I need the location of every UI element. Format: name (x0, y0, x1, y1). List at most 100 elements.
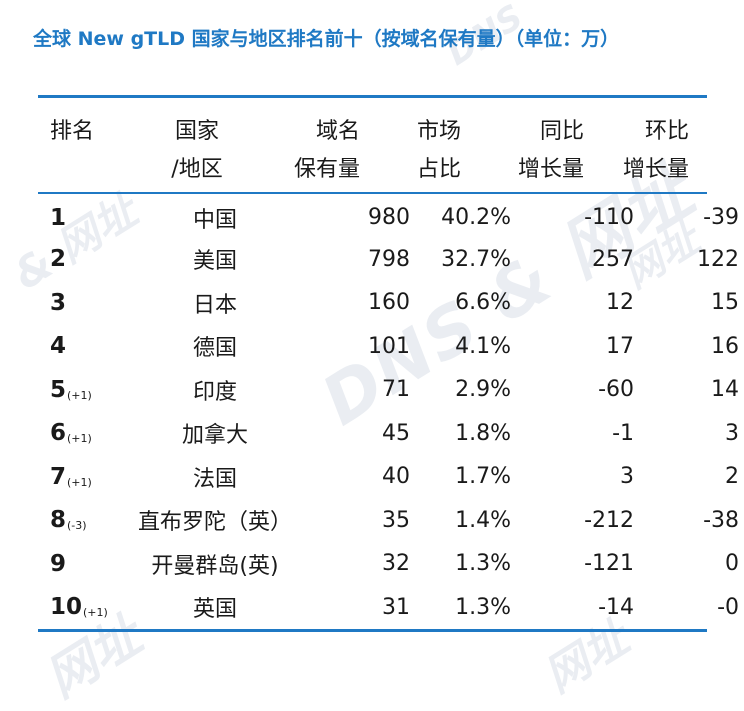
cell-rank: 1 (38, 194, 130, 238)
cell-rank: 9 (38, 542, 130, 586)
cell-share: 1.3% (455, 551, 511, 577)
cell-holdings: 798 (368, 246, 410, 272)
cell-rank: 3 (38, 281, 130, 325)
cell-share: 6.6% (455, 290, 511, 316)
cell-rank: 7(+1) (38, 455, 130, 499)
cell-share: 2.9% (455, 377, 511, 403)
header-share-line1: 市场 (416, 119, 461, 144)
cell-rank: 4 (38, 325, 130, 369)
cell-qoq: 14 (711, 377, 739, 403)
rank-change: (+1) (67, 432, 92, 446)
cell-country: 日本 (192, 292, 237, 318)
cell-qoq: 3 (725, 420, 739, 446)
table-row: 2 美国 798 32.7% 257 122 (38, 238, 744, 282)
rank-number: 4 (50, 333, 67, 360)
header-rank: 排名 (50, 119, 95, 144)
rank-number: 3 (50, 289, 67, 316)
ranking-table-container: 排名 国家 域名 市场 同比 环比 /地区 保有量 占比 增长量 增长量 1 中国… (38, 95, 739, 632)
cell-country: 加拿大 (181, 423, 248, 449)
cell-yoy: -60 (598, 377, 634, 403)
ranking-table: 排名 国家 域名 市场 同比 环比 /地区 保有量 占比 增长量 增长量 (38, 98, 707, 192)
cell-country: 印度 (192, 379, 237, 405)
cell-qoq: 15 (711, 290, 739, 316)
table-body: 1 中国 980 40.2% -110 -39 2 美国 798 32.7% 257 122 3 日本 16… (38, 194, 744, 629)
cell-yoy: 3 (620, 464, 634, 490)
cell-country: 中国 (192, 207, 237, 233)
header-holdings-line1: 域名 (315, 119, 360, 144)
cell-holdings: 160 (368, 290, 410, 316)
header-yoy-line1: 同比 (539, 119, 584, 144)
cell-rank: 6(+1) (38, 412, 130, 456)
cell-rank: 8(-3) (38, 499, 130, 543)
table-row: 4 德国 101 4.1% 17 16 (38, 325, 744, 369)
rank-number: 10 (50, 594, 83, 621)
cell-yoy: -121 (584, 551, 634, 577)
cell-holdings: 980 (368, 205, 410, 231)
cell-holdings: 35 (382, 507, 410, 533)
cell-holdings: 32 (382, 551, 410, 577)
cell-holdings: 45 (382, 420, 410, 446)
cell-qoq: 2 (725, 464, 739, 490)
cell-qoq: 0 (725, 551, 739, 577)
cell-qoq: 122 (697, 246, 739, 272)
cell-share: 40.2% (441, 205, 511, 231)
cell-share: 1.8% (455, 420, 511, 446)
cell-country: 德国 (192, 336, 237, 362)
cell-holdings: 40 (382, 464, 410, 490)
header-row-1: 排名 国家 域名 市场 同比 环比 (38, 98, 707, 148)
cell-yoy: -110 (584, 205, 634, 231)
ranking-table-body: 1 中国 980 40.2% -110 -39 2 美国 798 32.7% 257 122 3 日本 16… (38, 194, 744, 629)
rank-number: 5 (50, 376, 67, 403)
cell-holdings: 71 (382, 377, 410, 403)
cell-qoq: -38 (703, 507, 739, 533)
rank-number: 7 (50, 463, 67, 490)
header-rank-blank (38, 148, 144, 192)
rank-change: (+1) (67, 388, 92, 402)
cell-rank: 2 (38, 238, 130, 282)
rank-number: 6 (50, 420, 67, 447)
rank-number: 8 (50, 507, 67, 534)
table-row: 10(+1) 英国 31 1.3% -14 -0 (38, 586, 744, 630)
cell-holdings: 31 (382, 594, 410, 620)
cell-country: 美国 (192, 249, 237, 275)
header-country-line1: 国家 (174, 119, 219, 144)
table-header-rule (38, 192, 707, 194)
cell-rank: 10(+1) (38, 586, 130, 630)
page-title: 全球 New gTLD 国家与地区排名前十（按域名保有量）（单位：万） (33, 28, 620, 50)
rank-change: (+1) (83, 606, 108, 620)
table-header: 排名 国家 域名 市场 同比 环比 /地区 保有量 占比 增长量 增长量 (38, 98, 707, 192)
cell-country: 英国 (192, 597, 237, 623)
table-row: 3 日本 160 6.6% 12 15 (38, 281, 744, 325)
table-row: 9 开曼群岛(英) 32 1.3% -121 0 (38, 542, 744, 586)
rank-number: 1 (50, 204, 67, 231)
cell-qoq: 16 (711, 333, 739, 359)
table-row: 7(+1) 法国 40 1.7% 3 2 (38, 455, 744, 499)
cell-country: 直布罗陀（英） (137, 510, 292, 536)
header-qoq-line2: 增长量 (622, 157, 689, 182)
cell-yoy: -212 (584, 507, 634, 533)
rank-number: 2 (50, 246, 67, 273)
cell-yoy: 12 (606, 290, 634, 316)
cell-share: 32.7% (441, 246, 511, 272)
cell-country: 开曼群岛(英) (151, 553, 279, 579)
cell-share: 4.1% (455, 333, 511, 359)
table-row: 5(+1) 印度 71 2.9% -60 14 (38, 368, 744, 412)
cell-rank: 5(+1) (38, 368, 130, 412)
rank-change: (-3) (67, 519, 87, 533)
cell-yoy: 17 (606, 333, 634, 359)
header-share-line2: 占比 (416, 157, 461, 182)
cell-qoq: -0 (717, 594, 739, 620)
header-row-2: /地区 保有量 占比 增长量 增长量 (38, 148, 707, 192)
header-holdings-line2: 保有量 (293, 157, 360, 182)
cell-country: 法国 (192, 466, 237, 492)
cell-qoq: -39 (703, 205, 739, 231)
cell-share: 1.4% (455, 507, 511, 533)
table-row: 1 中国 980 40.2% -110 -39 (38, 194, 744, 238)
header-qoq-line1: 环比 (644, 119, 689, 144)
header-country-line2: /地区 (171, 157, 223, 182)
cell-yoy: -14 (598, 594, 634, 620)
cell-yoy: 257 (592, 246, 634, 272)
table-top-rule (38, 95, 707, 98)
rank-number: 9 (50, 550, 67, 577)
rank-change: (+1) (67, 475, 92, 489)
